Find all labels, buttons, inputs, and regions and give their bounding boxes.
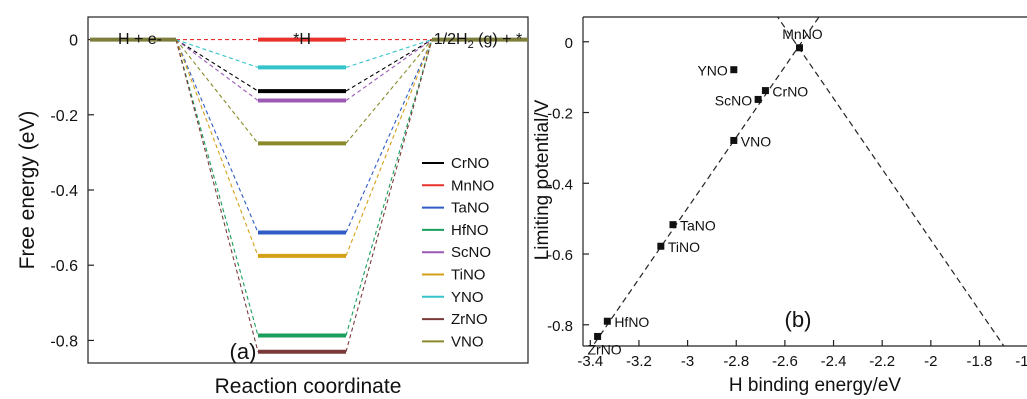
connector-scno-out xyxy=(345,39,433,101)
panel-b-x-ticks: -3.4 -3.2 -3 -2.8 -2.6 -2.4 -2.2 -2 -1.8 -1.6 xyxy=(577,340,1027,370)
panel-b-y-tick-label: -0.8 xyxy=(547,318,573,335)
point-crno xyxy=(761,87,769,95)
point-yno xyxy=(730,66,738,74)
panel-b-x-tick-label: -2.8 xyxy=(723,353,749,370)
panel-a-state-labels: H + e- *H 1/2H2 (g) + * xyxy=(118,31,522,51)
legend-label-scno: ScNO xyxy=(451,244,491,261)
legend-label-tino: TiNO xyxy=(451,267,485,284)
point-tino xyxy=(657,242,665,250)
panel-b-x-tick-label: -3.2 xyxy=(626,353,652,370)
panel-b-x-tick-label: -2.6 xyxy=(772,353,798,370)
point-hfno xyxy=(603,317,611,325)
point-zrno xyxy=(594,332,602,340)
connector-zrno-out xyxy=(345,39,433,352)
point-label-tano: TaNO xyxy=(680,218,716,234)
fit-line-0 xyxy=(592,17,820,346)
panel-a-levels xyxy=(90,37,528,354)
legend-label-crno: CrNO xyxy=(451,155,489,172)
legend-label-tano: TaNO xyxy=(451,200,489,217)
state-label-adsorbed: *H xyxy=(293,31,311,48)
legend-label-hfno: HfNO xyxy=(451,222,489,239)
panel-a-y-tick-label: -0.8 xyxy=(50,333,78,350)
panel-b-y-tick-label: -0.2 xyxy=(547,106,573,123)
connector-vno-out xyxy=(345,39,433,144)
panel-a: 0 -0.2 -0.4 -0.6 -0.8 H + e- *H 1/2H2 (g) + … xyxy=(16,16,529,398)
point-label-vno: VNO xyxy=(741,133,771,149)
panel-b-x-tick-label: -2.4 xyxy=(821,353,847,370)
connector-scno-in xyxy=(175,39,259,101)
state-label-final-sub: 2 xyxy=(468,39,474,51)
panel-a-y-ticks: 0 -0.2 -0.4 -0.6 -0.8 xyxy=(50,33,94,350)
point-label-zrno: ZrNO xyxy=(587,341,621,357)
point-vno xyxy=(730,136,738,144)
panel-a-y-tick-label: -0.6 xyxy=(50,258,78,275)
point-tano xyxy=(669,221,677,229)
connector-crno-out xyxy=(345,39,433,92)
point-label-hfno: HfNO xyxy=(614,314,649,330)
legend-label-vno: VNO xyxy=(451,333,484,350)
panel-b-x-tick-label: -2 xyxy=(924,353,937,370)
panel-b-y-tick-label: -0.4 xyxy=(547,176,573,193)
connector-tino-in xyxy=(175,39,259,257)
panel-b-x-tick-label: -3.4 xyxy=(577,353,603,370)
connector-hfno-in xyxy=(175,39,259,336)
connector-tano-out xyxy=(345,39,433,233)
point-scno xyxy=(754,95,762,103)
panel-b-x-tick-label: -1.6 xyxy=(1015,353,1027,370)
state-label-initial: H + e- xyxy=(118,31,162,48)
panel-a-y-tick-label: -0.4 xyxy=(50,183,78,200)
connector-yno-out xyxy=(345,39,433,68)
panel-a-xlabel: Reaction coordinate xyxy=(215,375,402,398)
panel-a-ylabel: Free energy (eV) xyxy=(16,111,39,270)
point-mnno xyxy=(795,44,803,52)
connector-hfno-out xyxy=(345,39,433,336)
panel-b-x-tick-label: -1.8 xyxy=(967,353,993,370)
legend-label-zrno: ZrNO xyxy=(451,311,488,328)
panel-b: 0 -0.2 -0.4 -0.6 -0.8 -3.4 -3.2 -3 -2.8 -2.6 -2.4… xyxy=(532,16,1027,396)
connector-vno-in xyxy=(175,39,259,144)
state-label-final: 1/2H2 (g) + * xyxy=(434,31,522,51)
legend-label-mnno: MnNO xyxy=(451,177,494,194)
legend-label-yno: YNO xyxy=(451,289,484,306)
panel-a-y-tick-label: 0 xyxy=(69,33,78,50)
panel-a-y-tick-label: -0.2 xyxy=(50,108,78,125)
point-label-yno: YNO xyxy=(697,63,727,79)
panel-a-connectors xyxy=(175,39,433,352)
panel-b-label: (b) xyxy=(785,307,812,332)
panel-b-y-tick-label: 0 xyxy=(565,35,573,52)
point-label-mnno: MnNO xyxy=(782,26,823,42)
point-label-scno: ScNO xyxy=(715,92,752,108)
point-label-tino: TiNO xyxy=(668,239,700,255)
connector-tano-in xyxy=(175,39,259,233)
fit-line-1 xyxy=(776,17,1005,346)
state-label-final-suffix: (g) + * xyxy=(474,31,522,48)
panel-b-points: MnNO YNO CrNO ScNO VNO TaNO TiNO HfNO ZrNO xyxy=(587,26,822,358)
panel-b-x-tick-label: -2.2 xyxy=(869,353,895,370)
connector-tino-out xyxy=(345,39,433,257)
panel-b-xlabel: H binding energy/eV xyxy=(729,375,901,396)
panel-b-fit-lines xyxy=(592,17,1005,346)
panel-b-x-tick-label: -3 xyxy=(681,353,694,370)
connector-zrno-in xyxy=(175,39,259,352)
panel-a-label: (a) xyxy=(230,339,257,364)
state-label-final-main: 1/2H xyxy=(434,31,468,48)
panel-b-y-tick-label: -0.6 xyxy=(547,247,573,264)
panel-a-legend: CrNO MnNO TaNO HfNO ScNO TiNO YNO ZrNO VNO xyxy=(422,155,494,350)
panel-b-ylabel: Limiting potential/V xyxy=(532,99,553,260)
connector-yno-in xyxy=(175,39,259,68)
point-label-crno: CrNO xyxy=(772,84,808,100)
connector-crno-in xyxy=(175,39,259,92)
panel-b-y-ticks: 0 -0.2 -0.4 -0.6 -0.8 xyxy=(547,35,589,335)
